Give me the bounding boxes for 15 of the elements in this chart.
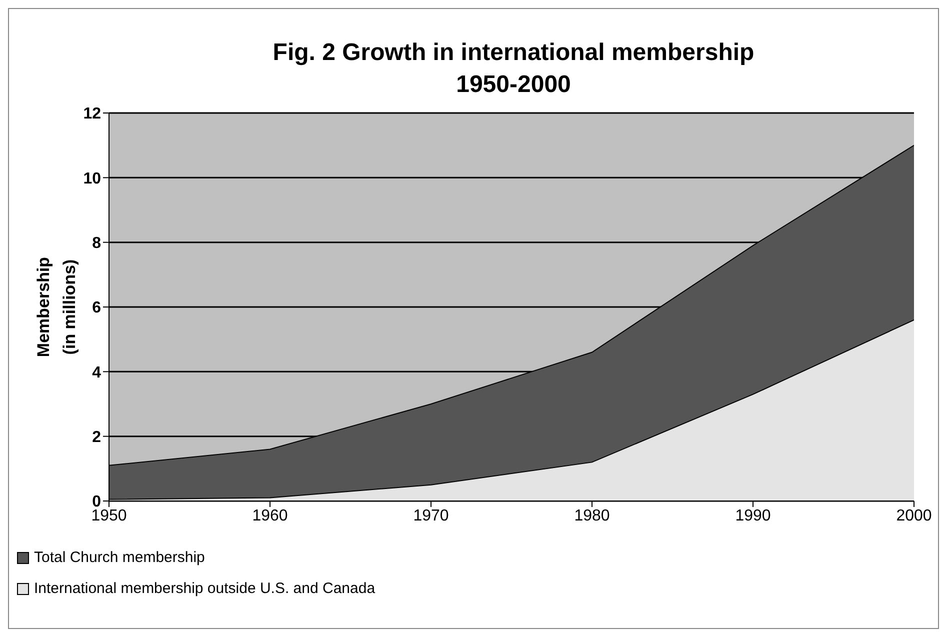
y-tick-label: 12 — [83, 106, 102, 123]
x-tick-label: 1980 — [574, 507, 610, 524]
y-tick-label: 2 — [92, 429, 102, 446]
x-tick-label: 1970 — [413, 507, 449, 524]
y-axis-title: Membership (in millions) — [34, 256, 79, 358]
y-tick-label: 4 — [92, 364, 102, 382]
legend-label: Total Church membership — [34, 549, 205, 566]
x-tick-label: 2000 — [896, 507, 932, 524]
x-tick-label: 1990 — [735, 507, 771, 524]
y-tick-label: 10 — [83, 170, 102, 188]
x-tick-label: 1960 — [252, 507, 288, 524]
y-tick-label: 8 — [92, 235, 102, 252]
chart-title: Fig. 2 Growth in international membership 1950-2000 — [272, 38, 756, 100]
y-tick-label: 6 — [92, 300, 102, 317]
legend-label: International membership outside U.S. and Canada — [34, 580, 376, 597]
